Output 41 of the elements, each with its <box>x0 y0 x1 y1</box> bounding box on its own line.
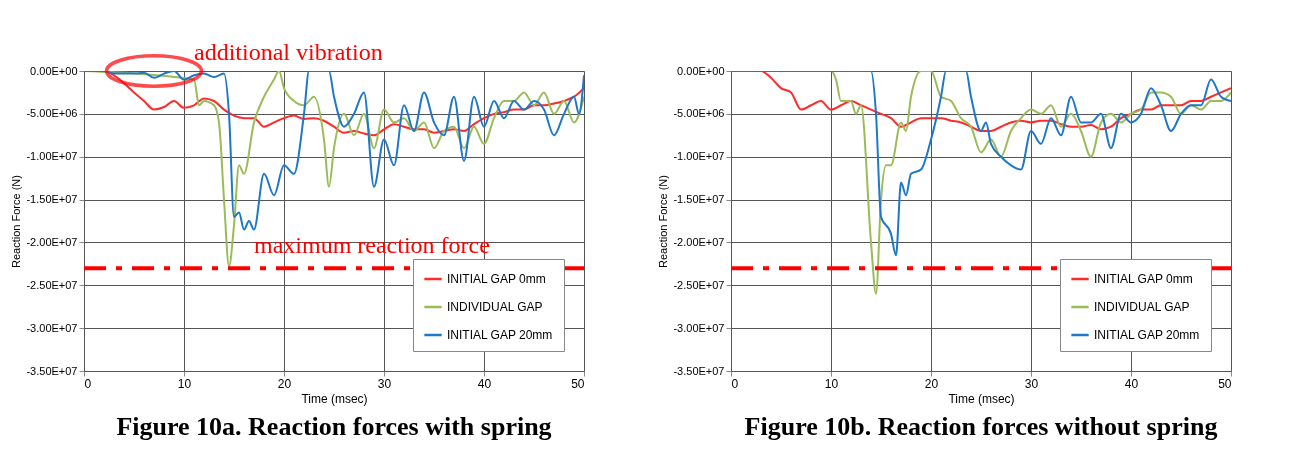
text: Figure 10a. Reaction forces with spring <box>116 412 552 441</box>
x-tick-label: 10 <box>177 376 192 391</box>
x-tick-label: 50 <box>1218 376 1232 391</box>
x-tick-label: 20 <box>924 376 939 391</box>
x-tick-label: 30 <box>377 376 392 391</box>
x-axis-title: Time (msec) <box>948 391 1015 406</box>
text: Figure 10b. Reaction forces without spring <box>744 412 1218 441</box>
x-tick-label: 10 <box>824 376 839 391</box>
y-tick-label: -3.50E+07 <box>673 364 725 377</box>
y-tick-label: -2.50E+07 <box>26 278 78 291</box>
y-tick-label: -1.50E+07 <box>26 193 78 206</box>
y-tick-label: -5.00E+06 <box>26 107 78 120</box>
y-tick-label: 0.00E+00 <box>677 64 725 77</box>
x-axis-title: Time (msec) <box>301 391 368 406</box>
x-tick-label: 40 <box>1124 376 1139 391</box>
y-axis-title: Reaction Force (N) <box>10 175 23 268</box>
annotation: additional vibration <box>194 39 383 65</box>
x-tick-label: 20 <box>277 376 292 391</box>
x-tick-label: 0 <box>731 376 739 391</box>
y-tick-label: 0.00E+00 <box>30 64 78 77</box>
legend-label: INDIVIDUAL GAP <box>447 300 543 314</box>
x-tick-label: 40 <box>477 376 492 391</box>
y-tick-label: -1.00E+07 <box>673 150 725 163</box>
y-tick-label: -3.50E+07 <box>26 364 78 377</box>
legend-label: INITIAL GAP 0mm <box>447 272 546 286</box>
y-tick-label: -1.00E+07 <box>26 150 78 163</box>
x-tick-label: 0 <box>84 376 92 391</box>
x-tick-label: 30 <box>1024 376 1039 391</box>
y-tick-label: -5.00E+06 <box>673 107 725 120</box>
y-axis-title: Reaction Force (N) <box>657 175 670 268</box>
x-tick-label: 50 <box>571 376 585 391</box>
legend-label: INITIAL GAP 0mm <box>1094 272 1193 286</box>
y-tick-label: -3.00E+07 <box>26 321 78 334</box>
y-tick-label: -3.00E+07 <box>673 321 725 334</box>
legend-label: INITIAL GAP 20mm <box>1094 328 1200 342</box>
y-tick-label: -2.00E+07 <box>26 235 78 248</box>
legend-label: INDIVIDUAL GAP <box>1094 300 1190 314</box>
y-tick-label: -2.00E+07 <box>673 235 725 248</box>
y-tick-label: -2.50E+07 <box>673 278 725 291</box>
y-tick-label: -1.50E+07 <box>673 193 725 206</box>
legend-label: INITIAL GAP 20mm <box>447 328 553 342</box>
